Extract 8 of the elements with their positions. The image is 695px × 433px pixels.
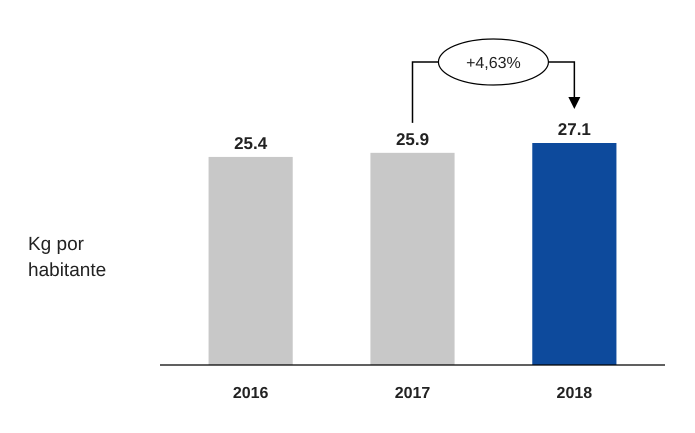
data-label: 25.9 [396,130,430,149]
text: +4,63% [466,55,521,72]
data-label: 27.1 [558,120,591,139]
x-tick-label: 2017 [394,385,430,402]
y-axis-title: Kg por habitante [28,234,106,281]
data-label: 25.4 [234,134,268,153]
x-tick-label: 2016 [232,385,269,402]
x-tick-label: 2018 [556,385,592,402]
